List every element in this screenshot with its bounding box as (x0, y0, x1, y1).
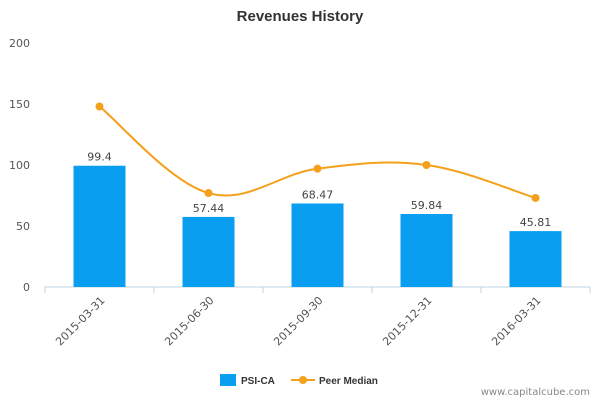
bar-series (73, 165, 562, 287)
bar-data-label: 99.4 (87, 151, 112, 164)
legend[interactable]: PSI-CA Peer Median (220, 374, 378, 387)
x-tick-label: 2015-03-31 (53, 294, 107, 348)
line-series (95, 102, 540, 202)
peer-median-point[interactable] (313, 164, 322, 173)
peer-median-point[interactable] (422, 161, 431, 169)
bar-data-label: 57.44 (193, 202, 225, 215)
bar-psi-ca[interactable] (291, 203, 344, 287)
bar-data-label: 59.84 (411, 199, 443, 212)
x-tick-label: 2015-06-30 (162, 294, 216, 348)
watermark: www.capitalcube.com (481, 387, 590, 398)
y-tick-label: 50 (16, 220, 30, 233)
peer-median-point[interactable] (531, 193, 540, 202)
x-tick-label: 2015-12-31 (380, 294, 434, 348)
legend-label-peer-median: Peer Median (319, 376, 378, 387)
bar-psi-ca[interactable] (73, 165, 126, 287)
legend-swatch-peer-median-marker (299, 376, 307, 384)
legend-label-psi-ca: PSI-CA (241, 376, 275, 387)
bar-psi-ca[interactable] (400, 213, 453, 287)
bar-psi-ca[interactable] (182, 216, 235, 287)
x-tick-label: 2016-03-31 (489, 294, 543, 348)
peer-median-point[interactable] (204, 189, 213, 198)
y-axis: 0 50 100 150 200 (9, 37, 30, 294)
peer-median-point[interactable] (95, 102, 104, 111)
bar-data-label: 68.47 (302, 188, 334, 201)
legend-swatch-psi-ca (220, 374, 236, 386)
y-tick-label: 0 (23, 281, 30, 294)
bar-data-label: 45.81 (520, 216, 552, 229)
x-axis: 2015-03-31 2015-06-30 2015-09-30 2015-12-31… (44, 286, 591, 348)
y-tick-label: 200 (9, 37, 30, 50)
chart-title: Revenues History (237, 8, 364, 25)
x-tick-label: 2015-09-30 (271, 294, 325, 348)
data-labels: 99.4 57.44 68.47 59.84 45.81 (87, 151, 551, 229)
peer-median-line (98, 105, 536, 199)
y-tick-label: 100 (9, 159, 30, 172)
y-tick-label: 150 (9, 98, 30, 111)
bar-psi-ca[interactable] (509, 231, 562, 287)
